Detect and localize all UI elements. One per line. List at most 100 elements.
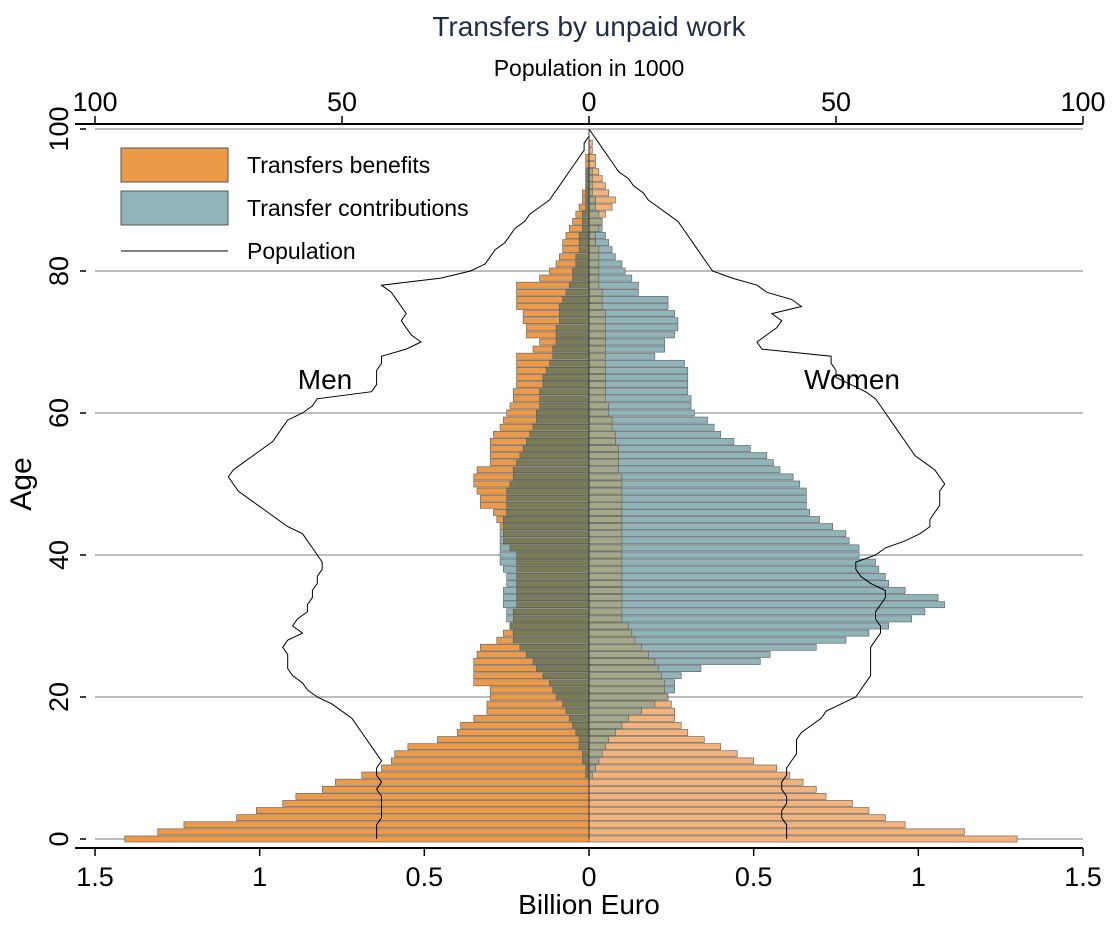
- women-overlap-bar-45: [588, 516, 623, 523]
- men-benefits-bar-8: [335, 778, 590, 786]
- women-overlap-bar-14: [588, 736, 610, 743]
- men-overlap-bar-88: [582, 210, 590, 218]
- women-benefits-bar-1: [588, 828, 965, 836]
- women-overlap-bar-23: [588, 672, 662, 680]
- women-benefits-bar-5: [588, 800, 853, 807]
- women-overlap-bar-33: [588, 601, 623, 609]
- men-overlap-bar-79: [572, 274, 590, 282]
- men-overlap-bar-35: [516, 587, 590, 594]
- women-overlap-bar-66: [588, 367, 606, 374]
- legend: Transfers benefits Transfer contribution…: [120, 147, 469, 264]
- women-overlap-bar-16: [588, 722, 623, 729]
- men-overlap-bar-24: [536, 665, 590, 672]
- men-overlap-bar-47: [506, 501, 590, 509]
- women-overlap-bar-88: [588, 210, 600, 218]
- women-overlap-bar-36: [588, 580, 623, 587]
- women-contributions-bar-30: [588, 622, 889, 630]
- women-overlap-bar-78: [588, 281, 600, 289]
- men-overlap-bar-73: [559, 317, 590, 325]
- women-contributions-bar-33: [588, 601, 945, 609]
- men-overlap-bar-74: [559, 310, 590, 317]
- x-tick-label: 1: [252, 862, 267, 892]
- men-overlap-bar-76: [562, 296, 590, 303]
- men-overlap-bar-20: [555, 693, 590, 701]
- men-overlap-bar-23: [542, 672, 590, 680]
- men-overlap-bar-41: [509, 544, 590, 552]
- women-overlap-bar-74: [588, 310, 606, 317]
- men-overlap-bar-12: [582, 750, 590, 758]
- men-overlap-bar-22: [549, 679, 590, 687]
- x-axis-label: Billion Euro: [518, 889, 660, 920]
- men-benefits-bar-6: [295, 793, 590, 800]
- men-overlap-bar-25: [532, 658, 590, 665]
- women-overlap-bar-19: [588, 700, 656, 708]
- men-overlap-bar-40: [516, 551, 590, 559]
- men-overlap-bar-62: [539, 395, 590, 403]
- y-tick-label: 20: [44, 682, 74, 712]
- men-overlap-bar-43: [503, 530, 590, 538]
- men-overlap-bar-13: [578, 743, 590, 751]
- women-benefits-bar-96: [588, 154, 596, 161]
- men-benefits-bar-13: [407, 743, 590, 751]
- axes: 1.5 1 0.5 0 0.5 1 1.5 100 50 0 50 100 0 20 40 60 80 100: [44, 87, 1106, 892]
- women-benefits-bar-95: [588, 161, 596, 168]
- men-overlap-bar-86: [582, 225, 590, 232]
- y-axis-label: Age: [5, 457, 38, 510]
- women-overlap-bar-35: [588, 587, 623, 594]
- women-overlap-bar-75: [588, 303, 603, 310]
- men-benefits-bar-2: [183, 821, 590, 829]
- men-overlap-bar-57: [529, 430, 590, 438]
- men-overlap-bar-58: [532, 423, 590, 431]
- men-overlap-bar-52: [512, 466, 590, 474]
- women-overlap-bar-65: [588, 374, 606, 381]
- men-overlap-bar-71: [555, 331, 590, 339]
- men-benefits-bar-5: [282, 800, 590, 807]
- population-line-women: [588, 128, 946, 839]
- men-overlap-bar-48: [506, 494, 590, 502]
- x-tick-label: 0.5: [406, 862, 444, 892]
- men-overlap-bar-54: [519, 452, 590, 459]
- men-overlap-bar-39: [516, 558, 590, 566]
- men-overlap-bar-64: [542, 381, 590, 388]
- top-axis-label: Population in 1000: [494, 55, 685, 81]
- women-benefits-bar-2: [588, 821, 906, 829]
- women-benefits-bar-6: [588, 793, 827, 800]
- women-overlap-bar-32: [588, 608, 623, 616]
- women-contributions-bar-37: [588, 572, 886, 580]
- women-overlap-bar-11: [588, 757, 600, 765]
- men-benefits-bar-16: [460, 722, 590, 729]
- men-overlap-bar-87: [582, 217, 590, 225]
- women-benefits-bar-10: [588, 764, 778, 772]
- men-benefits-bar-1: [157, 828, 590, 836]
- women-overlap-bar-81: [588, 260, 600, 268]
- women-overlap-bar-28: [588, 636, 636, 644]
- women-overlap-bar-56: [588, 438, 616, 445]
- women-overlap-bar-85: [588, 232, 596, 239]
- men-overlap-bar-21: [552, 686, 590, 694]
- women-overlap-bar-39: [588, 558, 623, 566]
- men-overlap-bar-32: [512, 608, 590, 616]
- men-overlap-bar-49: [506, 487, 590, 495]
- men-overlap-bar-11: [582, 757, 590, 765]
- women-contributions-bar-36: [588, 580, 889, 587]
- y-tick-label: 0: [44, 831, 74, 846]
- women-overlap-bar-90: [588, 196, 596, 204]
- men-overlap-bar-29: [512, 629, 590, 637]
- men-overlap-bar-45: [503, 516, 590, 523]
- men-overlap-bar-37: [516, 572, 590, 580]
- women-contributions-bar-35: [588, 587, 906, 594]
- women-benefits-bar-3: [588, 814, 886, 822]
- men-overlap-bar-14: [578, 736, 590, 743]
- men-overlap-bar-33: [516, 601, 590, 609]
- women-overlap-bar-21: [588, 686, 666, 694]
- men-benefits-bar-4: [256, 807, 590, 814]
- women-overlap-bar-87: [588, 217, 603, 225]
- men-overlap-bar-18: [565, 707, 590, 715]
- women-overlap-bar-60: [588, 409, 610, 417]
- women-overlap-bar-25: [588, 658, 656, 665]
- y-tick-label: 60: [44, 398, 74, 428]
- x-tick-label: 0: [581, 862, 596, 892]
- top-tick-label: 50: [821, 87, 851, 117]
- men-overlap-bar-56: [526, 438, 590, 445]
- men-overlap-bar-68: [552, 352, 590, 360]
